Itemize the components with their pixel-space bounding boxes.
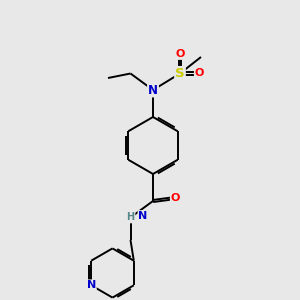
Text: H: H bbox=[126, 212, 135, 223]
Text: N: N bbox=[87, 280, 96, 290]
Text: S: S bbox=[175, 67, 185, 80]
Text: O: O bbox=[195, 68, 204, 79]
Text: O: O bbox=[171, 193, 180, 203]
Text: O: O bbox=[175, 49, 185, 59]
Text: N: N bbox=[139, 211, 148, 221]
Text: N: N bbox=[148, 83, 158, 97]
